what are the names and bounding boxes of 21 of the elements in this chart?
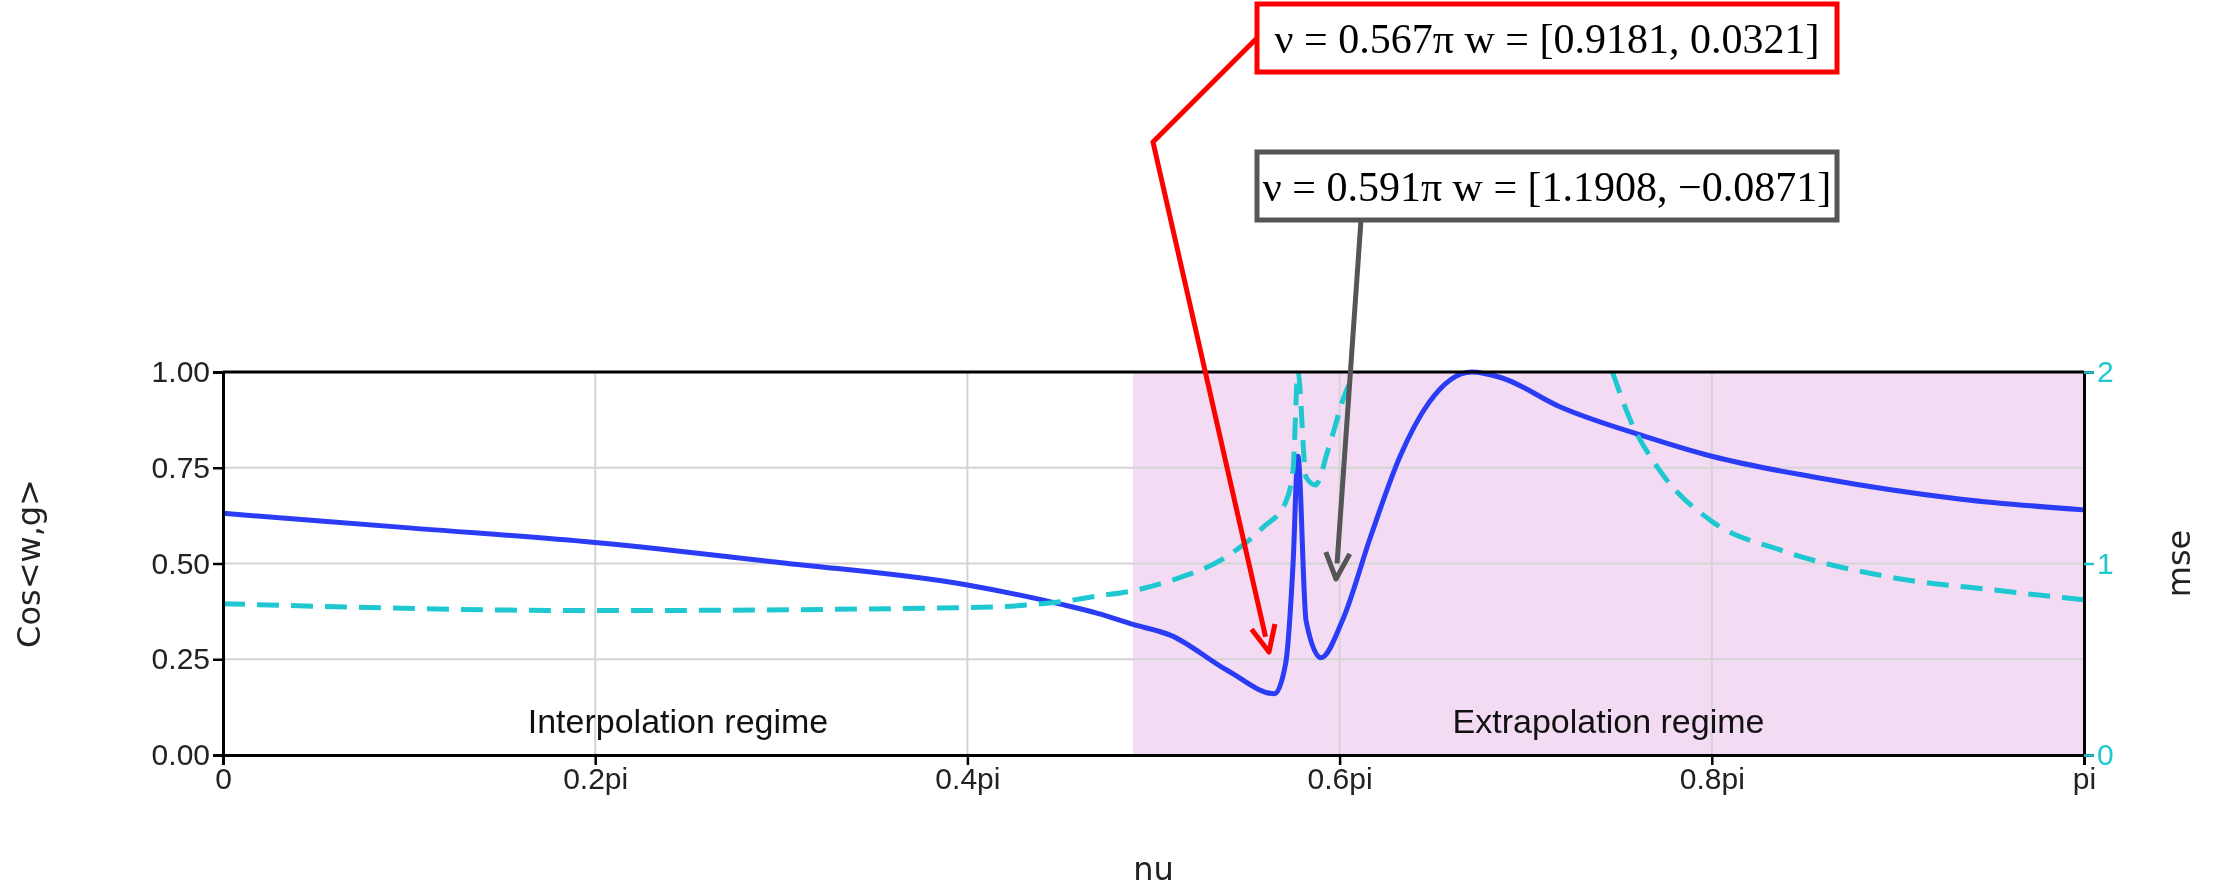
y-tick-label: 0.00 — [151, 738, 210, 772]
y2-tick-label: 0 — [2097, 738, 2114, 772]
text: ν = 0.567π w = [0.9181, 0.0321] — [1274, 16, 1820, 62]
y-tick-label: 0.50 — [151, 546, 210, 580]
y2-tick-label: 2 — [2097, 355, 2114, 389]
band-label: Extrapolation regime — [1452, 702, 1765, 740]
x-tick-label: 0.8pi — [1679, 762, 1745, 796]
x-tick-label: 0.4pi — [935, 762, 1001, 796]
y2-tick-label: 1 — [2097, 546, 2114, 580]
y-tick-label: 1.00 — [151, 355, 210, 389]
x-tick-label: 0.6pi — [1307, 762, 1373, 796]
annotation: Interpolation regime — [527, 702, 829, 740]
y2-axis-title: mse — [2160, 529, 2198, 598]
x-tick-label: 0 — [215, 762, 232, 796]
y-tick-label: 0.75 — [151, 450, 210, 484]
x-tick-label: 0.2pi — [563, 762, 629, 796]
x-axis-title: nu — [1133, 850, 1174, 888]
y-tick-label: 0.25 — [151, 642, 210, 676]
y-axis-title: Cos<w,g> — [10, 479, 48, 648]
x-tick-label: pi — [2072, 762, 2097, 796]
text: ν = 0.591π w = [1.1908, −0.0871] — [1262, 164, 1832, 210]
